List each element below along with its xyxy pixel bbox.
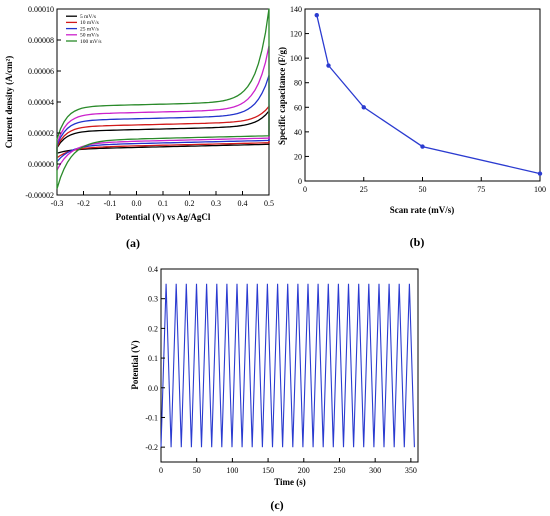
panel-a-x-tick-label: 0.3 xyxy=(211,199,221,208)
panel-b-y-ticks: 0 20 40 60 80 100 120 140 xyxy=(290,5,309,186)
panel-c-x-tick-label: 350 xyxy=(405,466,417,475)
panel-b-data-point xyxy=(326,63,331,68)
panel-b-x-axis-title: Scan rate (mV/s) xyxy=(390,205,455,215)
panel-c-y-tick-label: 0.4 xyxy=(148,265,158,274)
panel-b-x-ticks: 0 25 50 75 100 xyxy=(303,177,546,194)
panel-a-legend-label: 10 mV/s xyxy=(80,20,99,26)
panel-b-y-tick-label: 120 xyxy=(290,30,302,39)
panel-a-y-tick-label: 0.00010 xyxy=(28,5,54,14)
panel-c-y-tick-label: 0.3 xyxy=(148,295,158,304)
panel-b-x-tick-label: 50 xyxy=(419,185,427,194)
panel-b-data-point xyxy=(420,144,425,149)
panel-a-x-tick-label: -0.1 xyxy=(104,199,117,208)
panel-b-y-tick-label: 0 xyxy=(298,177,302,186)
panel-a-legend-label: 5 mV/s xyxy=(80,14,96,20)
panel-b-x-tick-label: 25 xyxy=(360,185,368,194)
panel-a-series-line xyxy=(56,75,270,164)
panel-c-y-tick-label: 0.1 xyxy=(148,354,158,363)
panel-c-series-group xyxy=(160,283,415,448)
panel-b-y-tick-label: 140 xyxy=(290,5,302,14)
panel-a-x-ticks: -0.3 -0.2 -0.1 0.0 0.1 0.2 0.3 0.4 0.5 xyxy=(51,191,274,208)
panel-a-y-tick-label: 0.00008 xyxy=(28,36,54,45)
panel-b-plot-frame xyxy=(304,8,541,182)
panel-b-label: (b) xyxy=(410,235,425,249)
panel-b-y-axis-title: Specific capacitance (F/g) xyxy=(277,47,287,145)
panel-b-data-point xyxy=(361,105,366,110)
panel-b-y-tick-label: 60 xyxy=(294,103,302,112)
panel-a-x-tick-label: 0.5 xyxy=(264,199,274,208)
panel-a-series-line xyxy=(56,45,270,171)
panel-c-plot-frame xyxy=(160,268,419,463)
panel-c-x-ticks: 0 50 100 150 200 250 300 350 xyxy=(159,458,417,475)
panel-a-cyclic-voltammetry: -0.3 -0.2 -0.1 0.0 0.1 0.2 0.3 0.4 0.5 -0.00002 0… xyxy=(4,5,274,250)
panel-a-y-tick-label: 0.00002 xyxy=(28,129,54,138)
panel-b-y-tick-label: 100 xyxy=(290,54,302,63)
panel-c-y-tick-label: -0.1 xyxy=(145,413,158,422)
panel-a-y-axis-title: Current density (A/cm²) xyxy=(4,56,14,149)
panel-b-y-tick-label: 40 xyxy=(294,128,302,137)
panel-c-y-tick-label: 0.2 xyxy=(148,324,158,333)
panel-a-x-tick-label: 0.0 xyxy=(132,199,142,208)
panel-b-y-tick-label: 80 xyxy=(294,79,302,88)
panel-b-x-tick-label: 100 xyxy=(534,185,546,194)
panel-b-x-tick-label: 75 xyxy=(477,185,485,194)
panel-a-x-tick-label: -0.3 xyxy=(51,199,64,208)
panel-c-x-tick-label: 100 xyxy=(226,466,238,475)
panel-c-y-axis-title: Potential (V) xyxy=(130,340,140,389)
panel-a-series-group xyxy=(56,8,270,189)
panel-a-legend-label: 25 mV/s xyxy=(80,26,99,32)
panel-b-capacitance-vs-scan-rate: 0 25 50 75 100 0 20 40 60 80 100 120 140 Scan rate … xyxy=(277,5,546,249)
panel-a-series-line xyxy=(56,104,270,160)
panel-a-x-tick-label: 0.4 xyxy=(238,199,248,208)
panel-c-x-tick-label: 0 xyxy=(159,466,163,475)
panel-a-y-tick-label: 0.00006 xyxy=(28,67,54,76)
panel-c-x-tick-label: 200 xyxy=(298,466,310,475)
panel-b-series-line xyxy=(316,14,541,175)
panel-a-x-tick-label: -0.2 xyxy=(77,199,90,208)
panel-a-y-tick-label: 0.00004 xyxy=(28,98,54,107)
panel-c-label: (c) xyxy=(270,498,283,512)
panel-c-y-tick-label: -0.2 xyxy=(145,443,158,452)
panel-c-x-tick-label: 300 xyxy=(369,466,381,475)
panel-a-series-line xyxy=(56,8,270,189)
panel-a-y-tick-label: -0.00002 xyxy=(25,191,54,200)
panel-a-legend-label: 100 mV/s xyxy=(80,39,102,45)
panel-a-legend-label: 50 mV/s xyxy=(80,33,99,39)
panel-c-y-tick-label: 0.0 xyxy=(148,384,158,393)
panel-c-x-axis-title: Time (s) xyxy=(274,477,306,487)
panel-a-x-tick-label: 0.2 xyxy=(185,199,195,208)
panel-c-x-tick-label: 250 xyxy=(333,466,345,475)
panel-a-x-axis-title: Potential (V) vs Ag/AgCl xyxy=(116,212,211,222)
panel-b-series-group xyxy=(314,12,543,176)
panel-c-x-tick-label: 50 xyxy=(193,466,201,475)
panel-a-label: (a) xyxy=(126,236,140,250)
panel-b-y-tick-label: 20 xyxy=(294,152,302,161)
panel-b-data-point xyxy=(314,12,319,18)
panel-a-y-ticks: -0.00002 0.00000 0.00002 0.00004 0.00006 0.00… xyxy=(25,5,61,200)
panel-c-x-tick-label: 150 xyxy=(262,466,274,475)
panel-a-series-line xyxy=(56,109,270,155)
panel-a-x-tick-label: 0.1 xyxy=(158,199,168,208)
panel-c-series-line xyxy=(160,283,415,448)
panel-c-y-ticks: -0.2 -0.1 0.0 0.1 0.2 0.3 0.4 xyxy=(145,265,165,452)
panel-b-x-tick-label: 0 xyxy=(303,185,307,194)
panel-a-y-tick-label: 0.00000 xyxy=(28,160,54,169)
panel-c-charge-discharge: 0 50 100 150 200 250 300 350 -0.2 -0.1 0.0 0.1 0.2 0… xyxy=(130,265,419,512)
panel-b-data-point xyxy=(537,171,543,176)
